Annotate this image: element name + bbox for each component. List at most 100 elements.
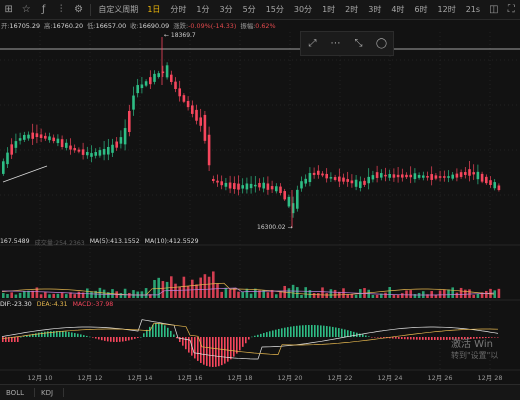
drawing-toolbar: ⤢ ⋯ ⤡ ◯ [300,31,394,56]
candle-body [354,179,358,187]
volume-bar [480,292,484,298]
macd-bar [122,337,124,342]
interval-tab-5[interactable]: 15分 [265,4,284,14]
volume-bar [485,290,488,298]
macd-bar [287,327,289,337]
volume-bar [388,287,391,298]
macd-bar [452,337,454,340]
candle-body [18,138,22,141]
interval-tab-11[interactable]: 6时 [414,4,428,14]
x-tick-label: 12月 16 [177,374,203,382]
x-tick-label: 12月 28 [477,374,503,382]
macd-bar [152,324,154,337]
low-value: 16657.00 [95,22,127,30]
macd-bar [350,331,352,337]
candle-body [443,176,446,178]
close-label: 收: [130,22,139,30]
star-icon[interactable]: ☆ [21,4,31,15]
fullscreen-icon[interactable]: ⛶ [507,4,515,15]
interval-tab-3[interactable]: 3分 [219,4,233,14]
interval-tab-9[interactable]: 3时 [368,4,382,14]
interval-tab-10[interactable]: 4时 [391,4,405,14]
candle-body [417,174,421,178]
divider [63,388,65,397]
macd-bar [494,337,496,338]
volume-bar [409,290,412,298]
volume-bar [296,287,299,298]
macd-bar [29,334,31,337]
macd-bar [359,333,361,337]
volume-bar [149,294,152,298]
candle-body [90,153,93,157]
horizontal-line-tool-icon[interactable]: ⋯ [330,38,341,49]
volume-bar [119,292,123,298]
interval-tab-2[interactable]: 1分 [196,4,210,14]
volume-bar [191,279,194,298]
candle-body [291,203,295,214]
volume-bar [447,289,450,298]
interval-tab-0[interactable]: 1日 [147,4,161,14]
candle-body [342,177,345,182]
candle-body [434,175,438,179]
indicator-boll[interactable]: BOLL [6,388,24,397]
candle-body [485,176,488,184]
macd-bar [380,337,382,338]
macd-bar [371,337,373,338]
candle-body [128,110,131,133]
circle-tool-icon[interactable]: ◯ [375,38,388,49]
macd-bar [158,323,160,337]
volume-bar [430,291,433,298]
interval-tab-1[interactable]: 分时 [170,4,187,14]
macd-bar [383,337,385,338]
volume-bar [2,293,5,298]
interval-tab-8[interactable]: 2时 [345,4,359,14]
interval-tab-7[interactable]: 1时 [322,4,336,14]
candle-body [346,179,349,182]
macd-bar [179,337,181,343]
volume-bar [31,290,34,298]
macd-bar [431,337,433,340]
macd-bar [65,331,67,337]
indicator-icon[interactable]: ƒ [41,4,46,15]
divider [90,3,92,16]
candle-body [10,144,13,155]
interval-tab-12[interactable]: 12时 [437,4,456,14]
interval-tab-4[interactable]: 5分 [242,4,256,14]
macd-bar [284,327,286,337]
macd-bar [119,337,121,342]
volume-bar [144,288,148,298]
interval-tab-13[interactable]: 21s [465,4,481,14]
indicator-kdj[interactable]: KDJ [41,388,54,397]
grid-icon[interactable]: ⊞ [4,4,13,15]
volume-bar [287,288,291,298]
trendline-tool-icon[interactable]: ⤢ [308,38,317,49]
candle-body [228,182,232,189]
macd-bar [392,337,394,339]
macd-bar [269,331,271,337]
chart-type-icon[interactable]: ⫶ [59,4,63,15]
macd-bar [8,337,10,342]
volume-bar [165,281,169,298]
macd-bar [20,337,22,338]
x-tick-label: 12月 22 [327,374,353,382]
custom-interval-button[interactable]: 自定义周期 [98,5,139,14]
chart-toolbar: ⊞ ☆ ƒ ⫶ ⚙ 自定义周期 1日 分时 1分 3分 5分 15分 30分 1时 2时 3时 4时… [0,0,520,20]
macd-bar [149,326,151,337]
volume-bar [300,294,303,298]
interval-tab-6[interactable]: 30分 [293,4,313,14]
volume-bar [35,287,39,298]
macd-bar [227,337,229,362]
ray-tool-icon[interactable]: ⤡ [354,38,363,49]
macd-bar [182,337,184,346]
volume-bar [23,291,26,298]
macd-bar [86,335,88,337]
camera-icon[interactable]: ◫ [489,4,499,15]
macd-bar [125,337,127,342]
settings-icon[interactable]: ⚙ [74,4,84,15]
candle-body [27,134,30,139]
volume-bar [60,292,64,298]
macd-bar [50,331,52,337]
macd-bar [407,337,409,340]
volume-bar [65,294,68,298]
